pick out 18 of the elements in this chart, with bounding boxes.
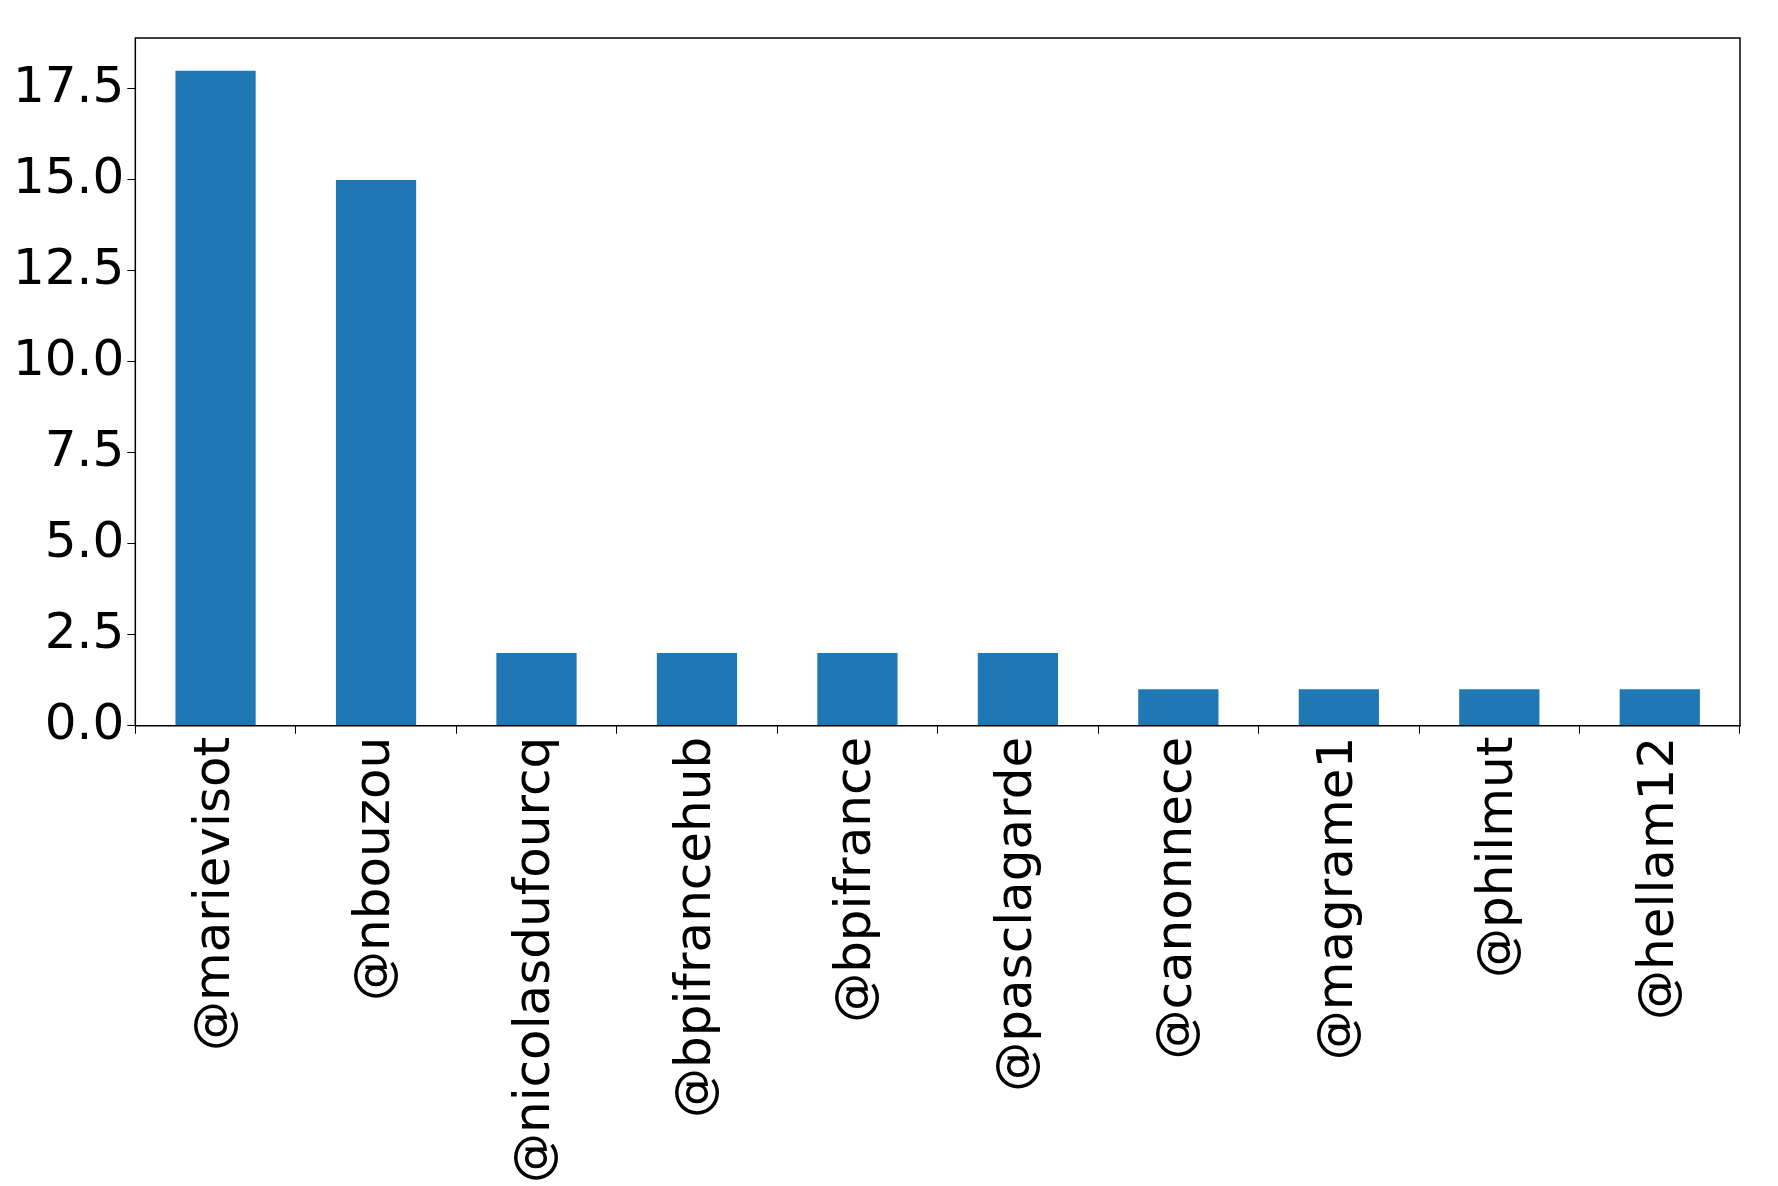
x-tick-label: @bpifrance [824,736,883,1023]
y-tick-label: 17.5 [13,55,125,114]
y-tick-label: 0.0 [44,692,125,751]
x-tick-label: @marievisot [182,736,241,1052]
x-tick-label: @canonnece [1145,736,1204,1060]
y-tick-label: 12.5 [13,237,125,296]
x-tick-label: @nbouzou [343,736,402,1001]
x-tick-label: @bpifrancehub [663,736,722,1118]
x-tick-label: @nicolasdufourcq [503,736,562,1184]
y-tick-label: 10.0 [13,328,125,387]
y-tick-label: 5.0 [44,510,125,569]
y-tick-label: 15.0 [13,146,125,205]
y-tick-label: 7.5 [44,419,125,478]
y-tick-label: 2.5 [44,601,125,660]
x-tick-label: @philmut [1466,736,1525,978]
x-tick-label: @magrame1 [1305,736,1364,1061]
x-tick-label: @pasclagarde [984,736,1043,1092]
x-tick-label: @hellam12 [1626,736,1685,1020]
